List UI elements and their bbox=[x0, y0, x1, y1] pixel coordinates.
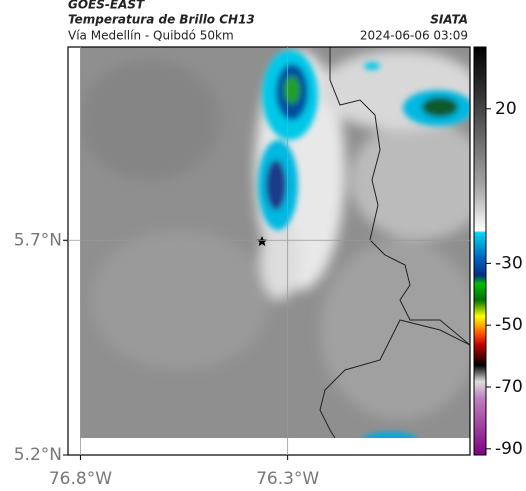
y-tick-label: 5.7°N bbox=[14, 230, 62, 250]
colorbar-tick-label: -50 bbox=[495, 315, 523, 335]
x-tick-label: 76.3°W bbox=[256, 469, 319, 489]
colorbar-tick-label: -70 bbox=[495, 377, 523, 397]
y-tick-label: 5.2°N bbox=[14, 445, 62, 465]
subtitle: Vía Medellín - Quibdó 50km bbox=[68, 29, 234, 43]
title: Temperatura de Brillo CH13 bbox=[68, 13, 255, 27]
colorbar bbox=[473, 46, 487, 456]
map-frame bbox=[67, 46, 471, 456]
colorbar-tick-label: 20 bbox=[495, 99, 517, 119]
x-tick-label: 76.8°W bbox=[49, 469, 112, 489]
datetime: 2024-06-06 03:09 bbox=[360, 29, 468, 43]
colorbar-tick-label: -30 bbox=[495, 253, 523, 273]
source: GOES-EAST bbox=[68, 0, 145, 12]
satellite-image bbox=[80, 47, 470, 438]
colorbar-tick-label: -90 bbox=[495, 439, 523, 459]
agency: SIATA bbox=[430, 13, 468, 27]
location-marker bbox=[256, 236, 268, 246]
